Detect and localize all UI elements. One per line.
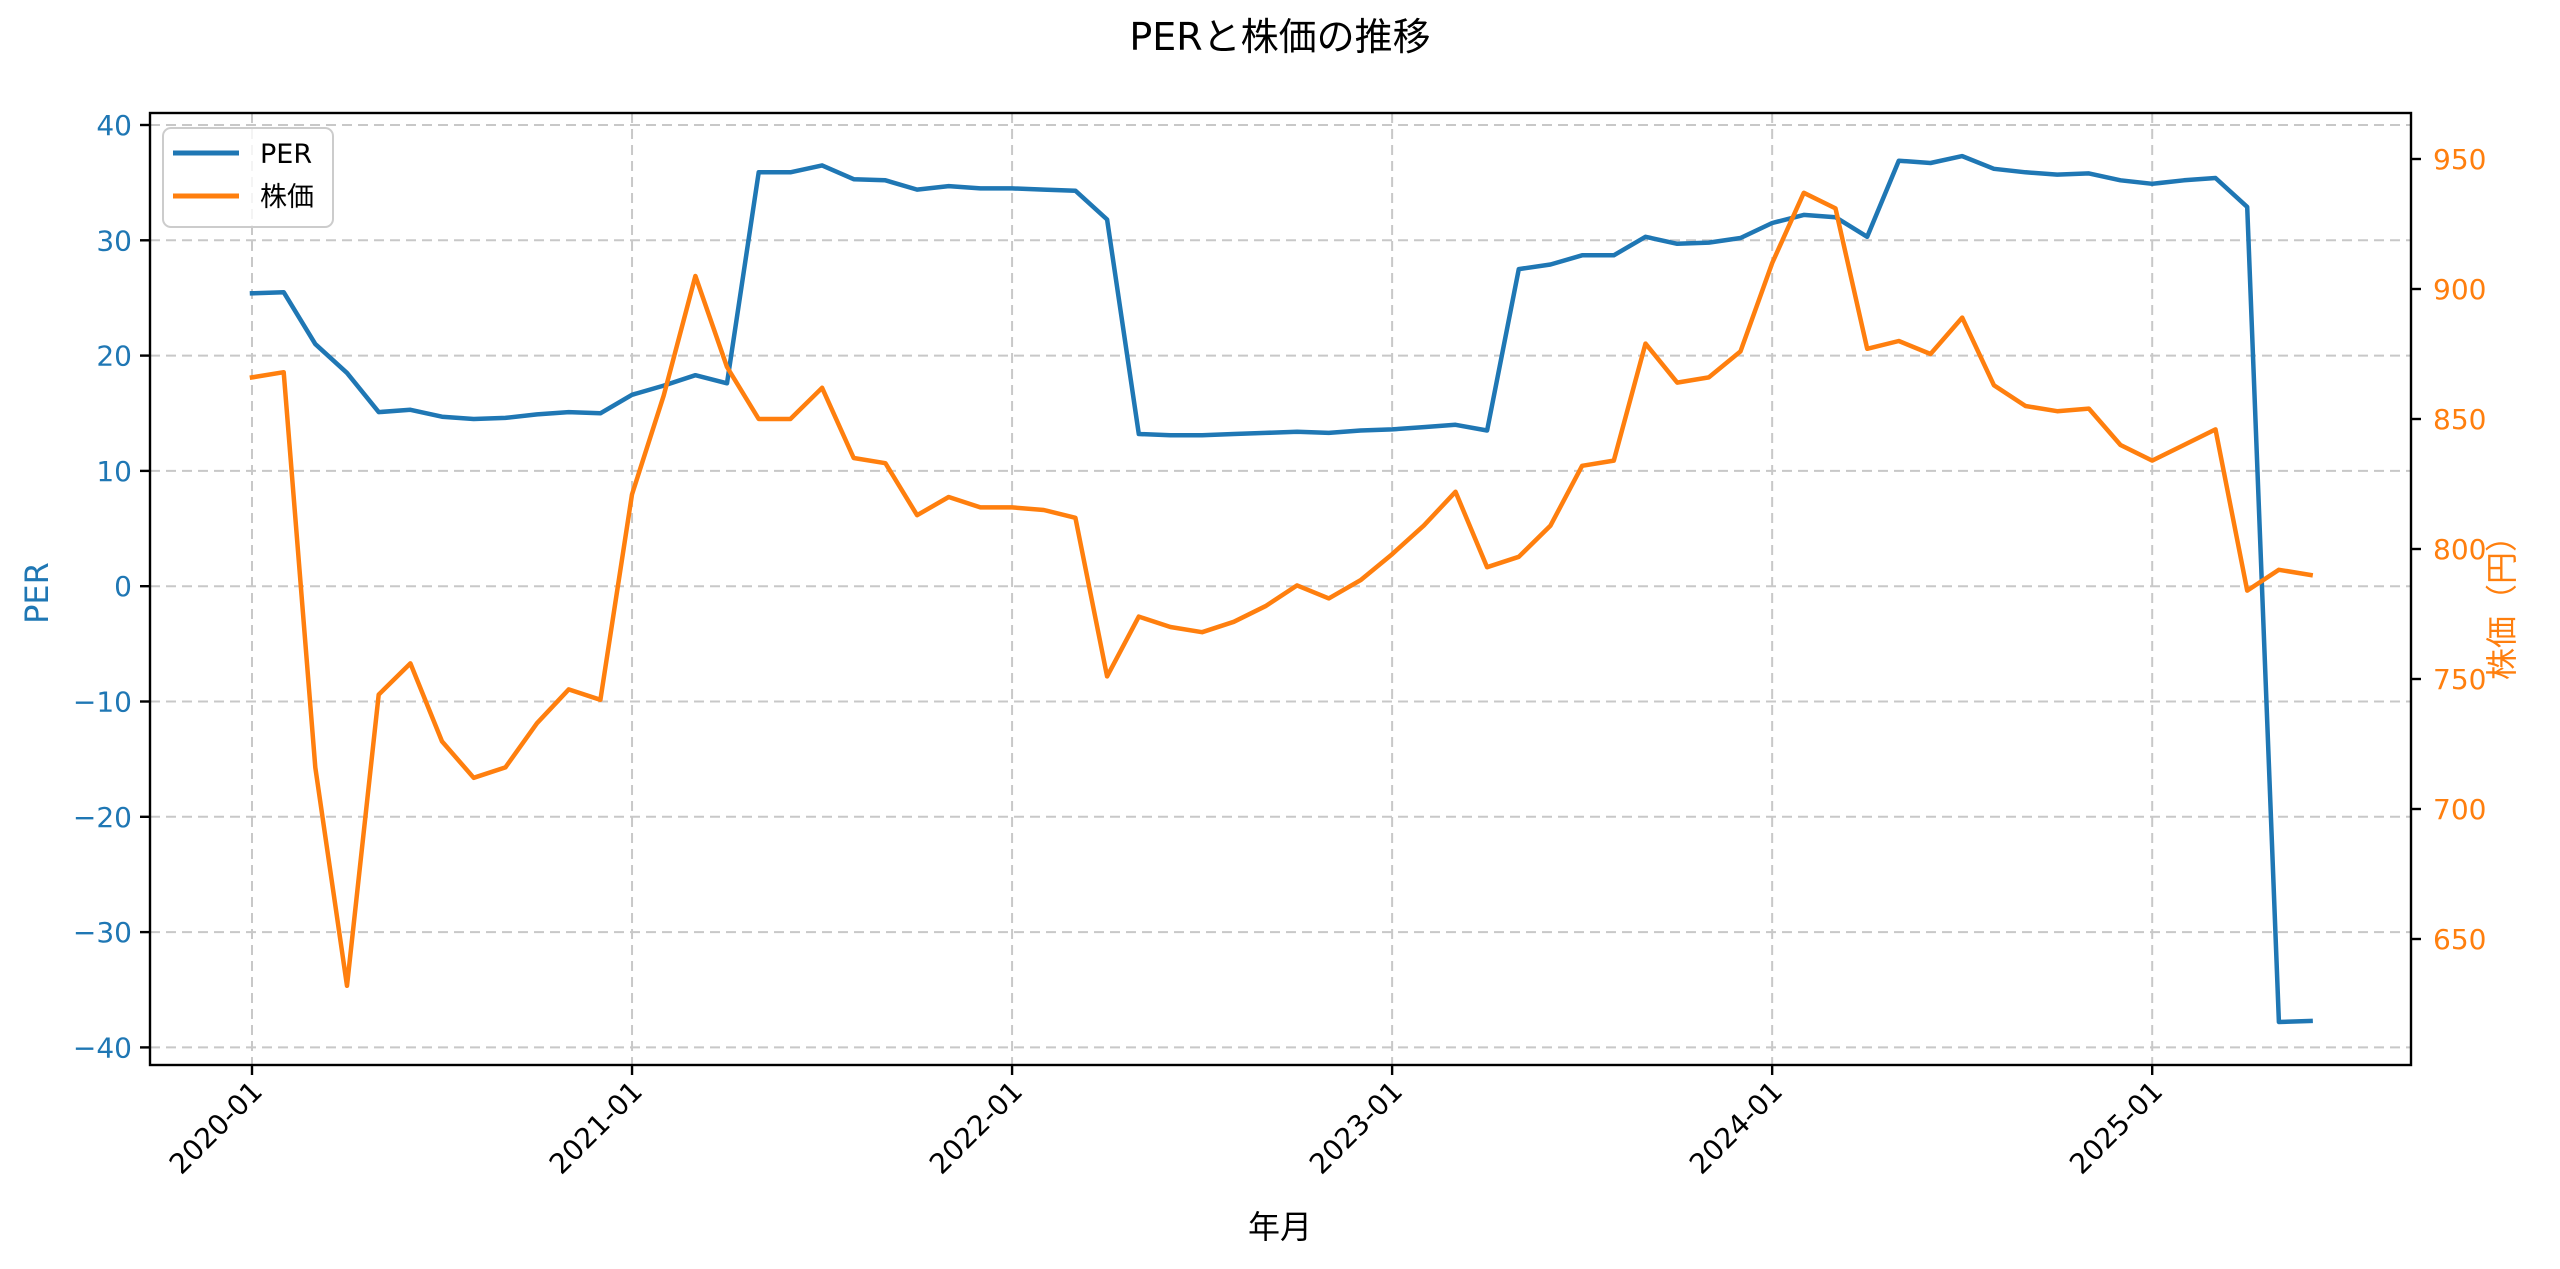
right-tick-label: 650 bbox=[2433, 923, 2486, 956]
right-tick-label: 900 bbox=[2433, 273, 2486, 306]
right-tick-label: 700 bbox=[2433, 793, 2486, 826]
left-tick-label: −10 bbox=[73, 686, 132, 719]
right-tick-label: 800 bbox=[2433, 533, 2486, 566]
legend-price-label: 株価 bbox=[260, 182, 314, 213]
left-tick-label: −30 bbox=[73, 916, 132, 949]
left-y-axis-label: PER bbox=[18, 562, 56, 624]
price-line bbox=[249, 190, 2314, 989]
per-line bbox=[249, 153, 2313, 1025]
x-tick-label: 2023-01 bbox=[1303, 1075, 1409, 1181]
x-axis: 2020-01 2021-01 2022-01 2023-01 2024-01 2025-… bbox=[163, 1065, 2169, 1181]
x-tick-label: 2020-01 bbox=[163, 1075, 269, 1181]
grid-lines bbox=[150, 113, 2411, 1065]
left-tick-label: 0 bbox=[114, 570, 132, 603]
legend-per-label: PER bbox=[260, 139, 312, 170]
left-tick-label: 20 bbox=[96, 340, 132, 373]
left-tick-label: 10 bbox=[96, 455, 132, 488]
left-tick-label: 30 bbox=[96, 224, 132, 257]
x-tick-label: 2021-01 bbox=[543, 1075, 649, 1181]
right-y-axis: 950 900 850 800 750 700 650 bbox=[2411, 143, 2486, 956]
legend: PER 株価 bbox=[162, 127, 334, 228]
plot-frame bbox=[148, 111, 2413, 1067]
data-series bbox=[249, 153, 2314, 1025]
x-tick-label: 2025-01 bbox=[2063, 1075, 2169, 1181]
x-axis-label: 年月 bbox=[1248, 1208, 1312, 1246]
right-tick-label: 750 bbox=[2433, 663, 2486, 696]
right-tick-label: 850 bbox=[2433, 403, 2486, 436]
right-tick-label: 950 bbox=[2433, 143, 2486, 176]
right-y-axis-label: 株価（円） bbox=[2483, 520, 2521, 680]
left-tick-label: −40 bbox=[73, 1031, 132, 1064]
x-tick-label: 2024-01 bbox=[1683, 1075, 1789, 1181]
left-y-axis: 40 30 20 10 0 −10 −20 −30 −40 bbox=[73, 109, 150, 1064]
left-tick-label: 40 bbox=[96, 109, 132, 142]
x-tick-label: 2022-01 bbox=[923, 1075, 1029, 1181]
left-tick-label: −20 bbox=[73, 801, 132, 834]
chart-title: PERと株価の推移 bbox=[1129, 15, 1430, 59]
